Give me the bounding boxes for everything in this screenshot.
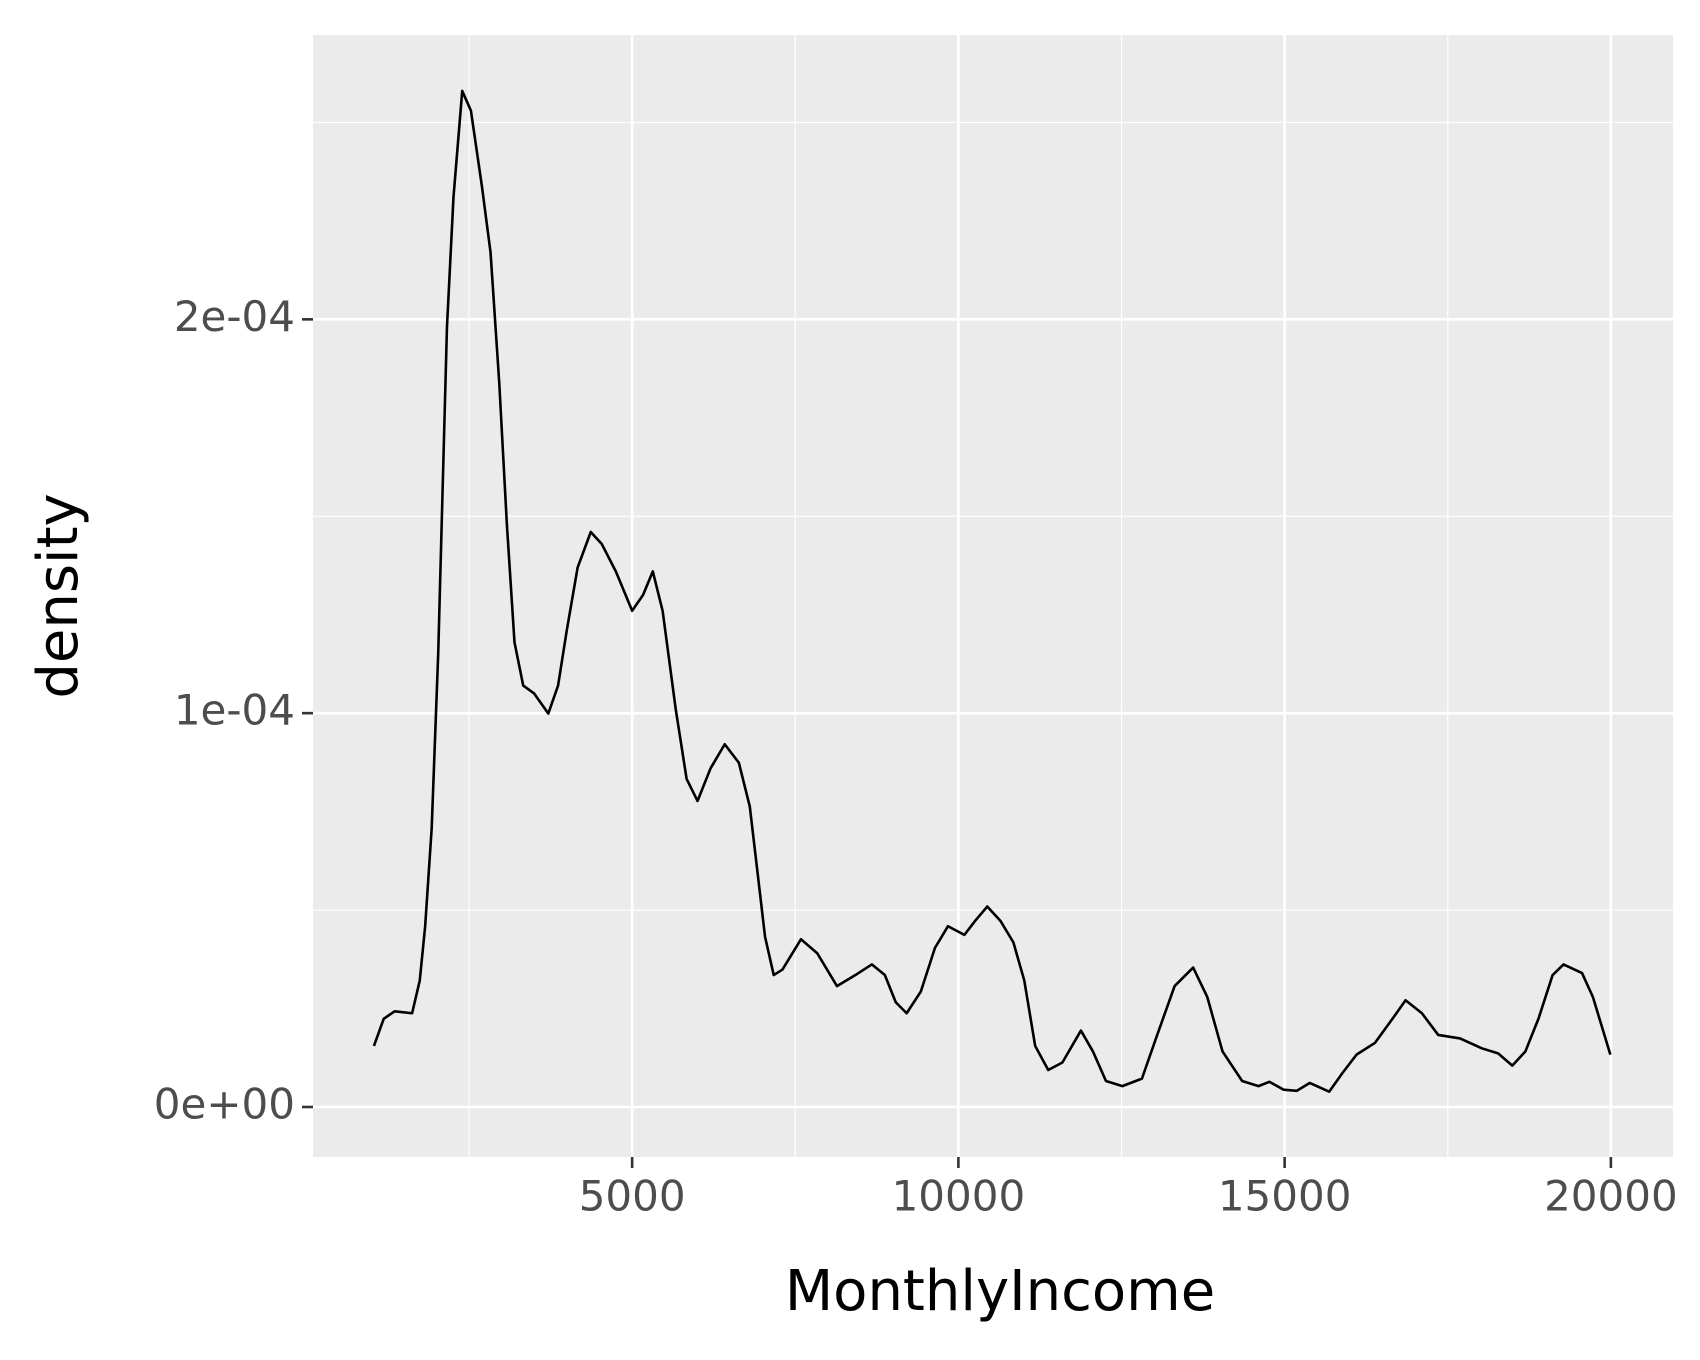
y-axis-title: density: [26, 493, 91, 698]
x-tick-label: 15000: [1218, 1172, 1352, 1221]
y-tick-label: 1e-04: [174, 686, 295, 735]
x-tick-label: 5000: [579, 1172, 686, 1221]
x-tick-label: 20000: [1544, 1172, 1678, 1221]
density-line: [372, 89, 1612, 1093]
y-tick-label: 0e+00: [154, 1079, 295, 1128]
x-tick-label: 10000: [892, 1172, 1026, 1221]
x-axis-title: MonthlyIncome: [785, 1259, 1215, 1324]
plot-panel: [313, 35, 1673, 1157]
y-tick-label: 2e-04: [174, 292, 295, 341]
